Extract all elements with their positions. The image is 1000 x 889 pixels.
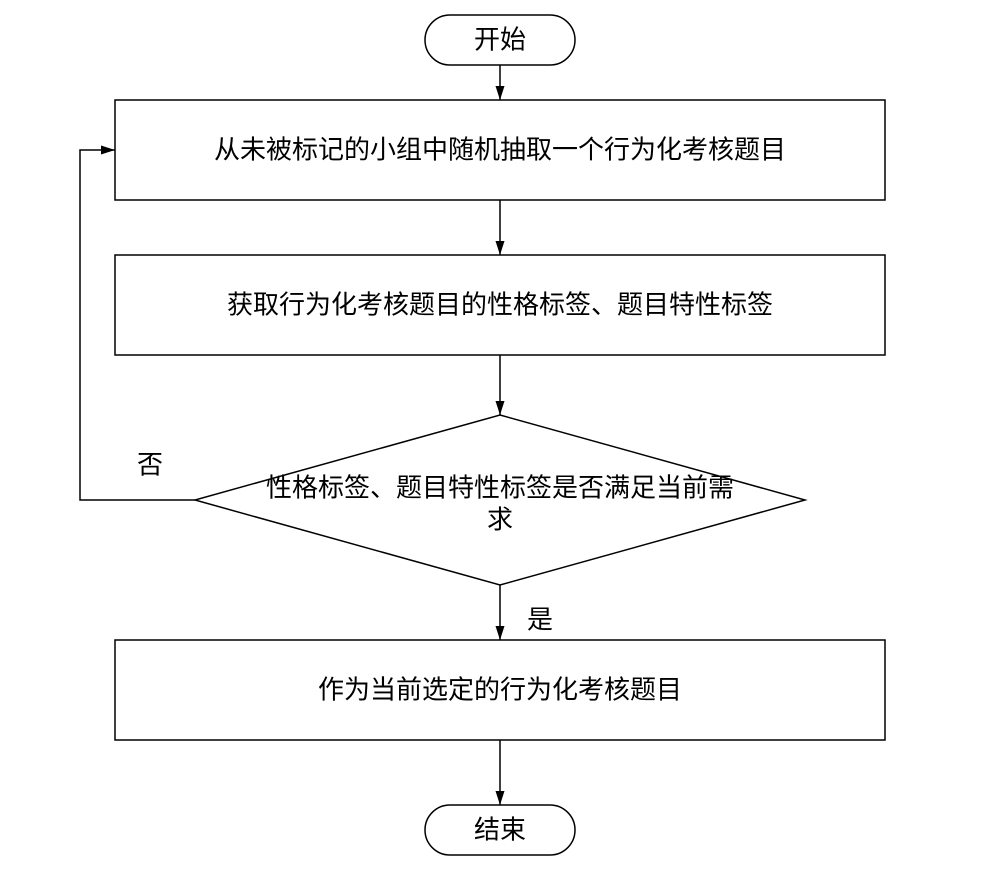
edge-5 [80,150,195,500]
node-start-label: 开始 [474,26,526,55]
branch-label-yes: 是 [527,606,553,635]
node-step2-label: 获取行为化考核题目的性格标签、题目特性标签 [227,291,773,320]
node-decision-label-line2: 求 [487,506,513,535]
node-step1-label: 从未被标记的小组中随机抽取一个行为化考核题目 [214,136,786,165]
arrowhead [496,791,505,805]
arrowhead [496,241,505,255]
node-step3-label: 作为当前选定的行为化考核题目 [318,676,682,705]
arrowhead [496,626,505,640]
arrowhead [496,401,505,415]
node-end-label: 结束 [474,816,526,845]
branch-label-no: 否 [137,451,163,480]
node-decision-label-line1: 性格标签、题目特性标签是否满足当前需 [266,474,734,503]
arrowhead [496,86,505,100]
arrowhead [101,146,115,155]
